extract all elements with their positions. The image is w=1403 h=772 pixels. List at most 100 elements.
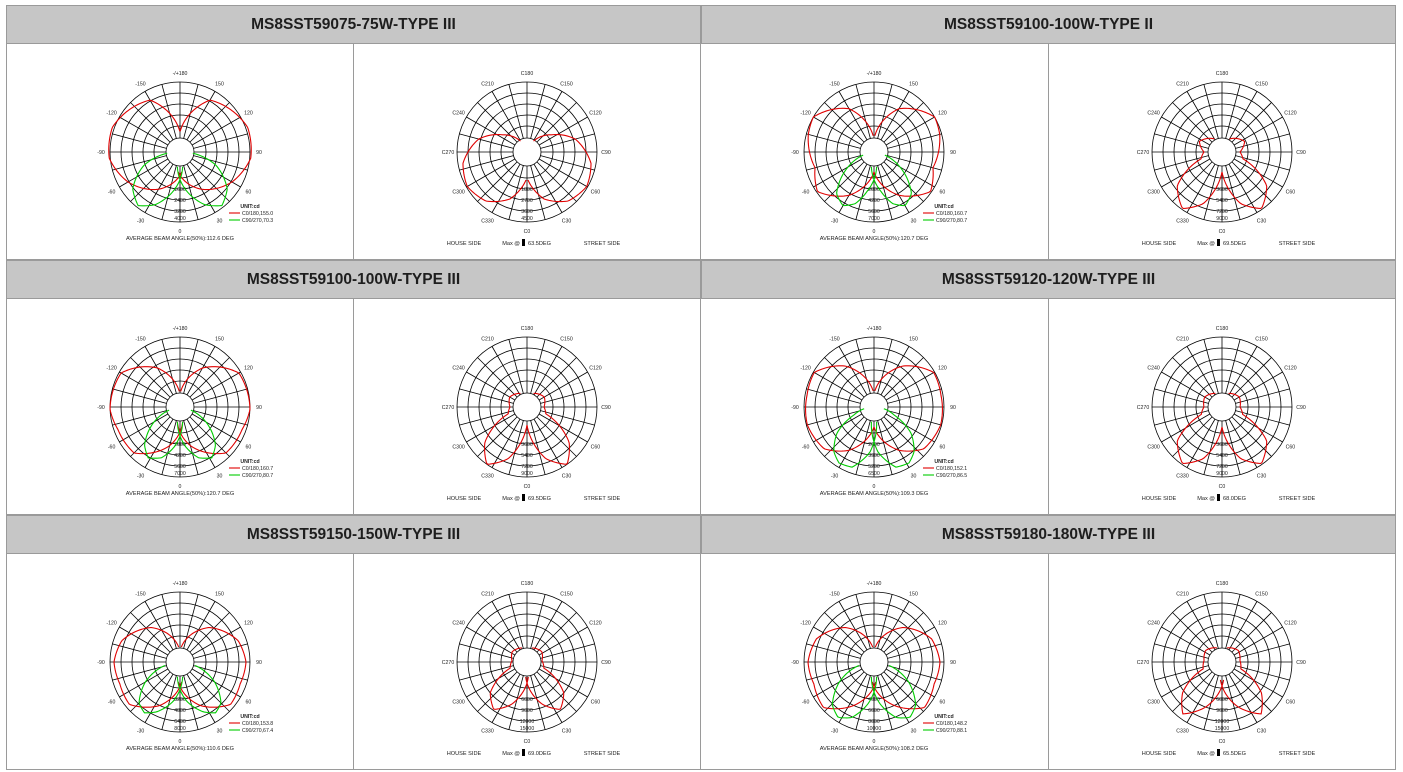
angle-label: -30 xyxy=(831,728,839,734)
grid-spoke xyxy=(130,161,171,202)
grid-spoke xyxy=(1228,346,1257,396)
angle-label: -60 xyxy=(108,190,116,196)
legend-red-label: C0/180,160.7 xyxy=(242,466,273,472)
unit-label: UNIT:cd xyxy=(240,459,259,465)
grid-spoke xyxy=(877,420,893,475)
grid-spoke xyxy=(1231,612,1272,653)
angle-label: 150 xyxy=(909,337,918,343)
grid-spoke xyxy=(1234,665,1290,681)
angle-label: C240 xyxy=(1147,366,1160,372)
grid-spoke xyxy=(1160,626,1210,656)
grid-spoke xyxy=(183,675,199,730)
grid-spoke xyxy=(1224,420,1241,475)
grid-spoke xyxy=(813,116,863,146)
angle-label: -120 xyxy=(106,621,116,627)
grid-spoke xyxy=(465,626,515,656)
grid-spoke xyxy=(193,388,248,404)
grid-spoke xyxy=(539,388,595,404)
unit-label: UNIT:cd xyxy=(934,204,953,210)
grid-spoke xyxy=(824,161,865,202)
angle-label: 90 xyxy=(256,660,262,666)
intensity-label: 4500 xyxy=(521,216,533,222)
grid-spoke xyxy=(880,91,910,141)
angle-label: C30 xyxy=(561,218,571,224)
polar-grid xyxy=(109,81,251,223)
grid-spoke xyxy=(538,158,588,188)
angle-label: -/+180 xyxy=(867,326,882,332)
grid-spoke xyxy=(186,601,216,651)
grid-ring xyxy=(859,137,889,167)
angle-label: -90 xyxy=(97,405,105,411)
grid-spoke xyxy=(880,346,910,396)
angle-label: C240 xyxy=(1147,621,1160,627)
angle-label: 90 xyxy=(950,660,956,666)
legend-green-label: C90/270,70.3 xyxy=(242,218,273,224)
legend-green-label: C90/270,80.7 xyxy=(242,473,273,479)
intensity-label: 6500 xyxy=(868,471,880,477)
horizontal-polar-plot: C180 C150 C120 C90 C60 C30 C0 C330 C300 C270 C240 C… xyxy=(353,44,701,260)
angle-label: -60 xyxy=(802,700,810,706)
curve-c0-c180 xyxy=(176,366,251,455)
curve-c90-c270 xyxy=(138,664,184,714)
curve-c0-c180 xyxy=(807,627,877,710)
grid-spoke xyxy=(1171,612,1212,653)
curve-c0-c180 xyxy=(109,366,184,455)
grid-spoke xyxy=(1171,671,1212,712)
grid-spoke xyxy=(189,416,230,457)
angle-label: 60 xyxy=(246,700,252,706)
grid-spoke xyxy=(1160,371,1210,401)
grid-spoke xyxy=(538,116,588,146)
curve-horizontal xyxy=(489,647,529,710)
polar-grid xyxy=(803,591,945,733)
angle-label: C90 xyxy=(601,405,611,411)
grid-spoke xyxy=(1153,155,1209,171)
grid-spoke xyxy=(880,673,910,723)
grid-spoke xyxy=(189,161,230,202)
row-3: MS8SST59150-150W-TYPE III MS8SST59180-18… xyxy=(6,515,1396,554)
grid-spoke xyxy=(112,388,167,404)
intensity-label: 6000 xyxy=(521,697,533,703)
intensity-label: 6000 xyxy=(1216,697,1228,703)
grid-spoke xyxy=(191,668,241,698)
angle-label: -150 xyxy=(829,337,839,343)
legend-red-label: C0/180,160.7 xyxy=(936,211,967,217)
angle-label: -30 xyxy=(137,218,145,224)
angle-label: -150 xyxy=(135,337,145,343)
grid-spoke xyxy=(491,163,520,213)
angle-label: C300 xyxy=(452,700,465,706)
angle-label: C180 xyxy=(520,581,533,587)
grid-spoke xyxy=(183,165,199,220)
intensity-label: 9000 xyxy=(521,471,533,477)
grid-spoke xyxy=(476,671,517,712)
angle-label: -30 xyxy=(137,728,145,734)
polar-chart: -/+180 150 120 90 60 30 0 -30 -60 -90 -120 -150 7000… xyxy=(97,326,273,497)
grid-spoke xyxy=(536,161,577,202)
model-title: MS8SST59100-100W-TYPE II xyxy=(701,5,1396,44)
legend-green-label: C90/270,80.7 xyxy=(936,218,967,224)
grid-spoke xyxy=(880,601,910,651)
grid-spoke xyxy=(855,420,871,475)
angle-label: C180 xyxy=(520,71,533,77)
angle-label: C330 xyxy=(1176,473,1189,479)
row-2: MS8SST59100-100W-TYPE III MS8SST59120-12… xyxy=(6,260,1396,299)
grid-spoke xyxy=(191,116,241,146)
street-side-label: STREET SIDE xyxy=(583,496,620,502)
intensity-label: 6000 xyxy=(868,708,880,714)
horizontal-polar-plot: C180 C150 C120 C90 C60 C30 C0 C330 C300 C270 C240 C… xyxy=(353,554,701,770)
angle-label: 120 xyxy=(244,111,253,117)
curve-c90-c270 xyxy=(831,664,878,719)
intensity-label: 6400 xyxy=(174,719,186,725)
curve-c90-c270 xyxy=(176,152,228,207)
angle-label: C0 xyxy=(523,739,530,745)
street-side-label: STREET SIDE xyxy=(1278,496,1315,502)
angle-label: -/+180 xyxy=(173,326,188,332)
grid-spoke xyxy=(883,612,924,653)
grid-spoke xyxy=(465,668,515,698)
house-side-label: HOUSE SIDE xyxy=(1141,751,1176,757)
angle-label: C60 xyxy=(1285,190,1295,196)
angle-label: -120 xyxy=(106,366,116,372)
angle-label: 0 xyxy=(873,229,876,235)
grid-spoke xyxy=(130,102,171,143)
grid-spoke xyxy=(1202,420,1219,475)
intensity-label: 8000 xyxy=(868,719,880,725)
